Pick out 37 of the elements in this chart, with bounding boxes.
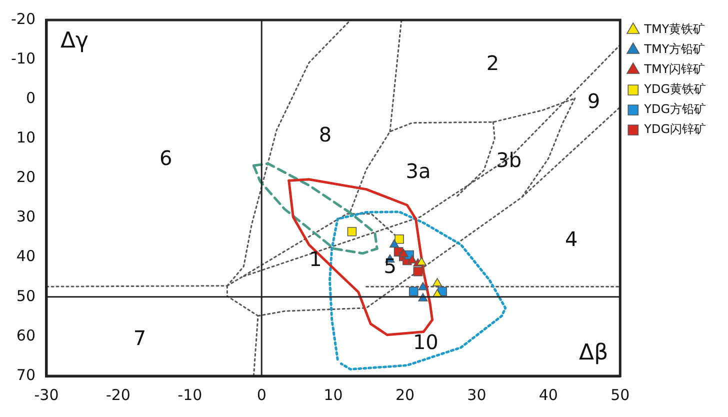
x-tick-label: 10 [324, 386, 343, 404]
annotation: 1 [309, 246, 322, 271]
y-tick-label: 70 [16, 366, 36, 384]
y-tick-label: 60 [16, 326, 36, 344]
y-tick-label: 0 [26, 89, 36, 107]
x-axis-title: Δβ [579, 340, 608, 366]
annotation: 7 [133, 326, 146, 350]
annotation: 8 [318, 122, 332, 146]
y-tick-label: -20 [11, 10, 36, 28]
y-tick-label: 20 [16, 168, 36, 186]
legend-label: YDG闪锌矿 [643, 122, 706, 136]
annotation: 2 [486, 51, 500, 76]
legend-label: TMY黄铁矿 [643, 22, 706, 36]
annotation: 3b [496, 148, 522, 172]
y-tick-label: 50 [16, 286, 36, 305]
x-tick-label: 0 [256, 386, 266, 404]
annotation: 3a [406, 158, 431, 183]
legend-label: TMY方铅矿 [643, 42, 706, 56]
legend-label: YDG黄铁矿 [643, 82, 706, 96]
y-tick-label: -10 [11, 49, 36, 68]
x-tick-label: 30 [467, 386, 486, 404]
x-tick-label: 50 [610, 386, 630, 404]
y-tick-label: 10 [16, 128, 36, 147]
x-tick-label: -10 [178, 386, 202, 404]
y-tick-label: 40 [16, 247, 36, 266]
x-tick-label: -20 [106, 386, 130, 404]
y-tick-label: 30 [16, 208, 36, 226]
annotation: 10 [412, 330, 438, 354]
x-tick-label: 20 [395, 386, 415, 404]
x-tick-label: 40 [538, 386, 558, 404]
y-axis-title: Δγ [60, 28, 89, 54]
annotation: 9 [587, 89, 600, 114]
x-tick-label: -30 [34, 386, 59, 404]
legend-label: TMY闪锌矿 [643, 62, 706, 76]
annotation: 4 [565, 226, 578, 251]
annotation: 6 [159, 146, 172, 170]
legend-label: YDG方铅矿 [643, 102, 706, 116]
